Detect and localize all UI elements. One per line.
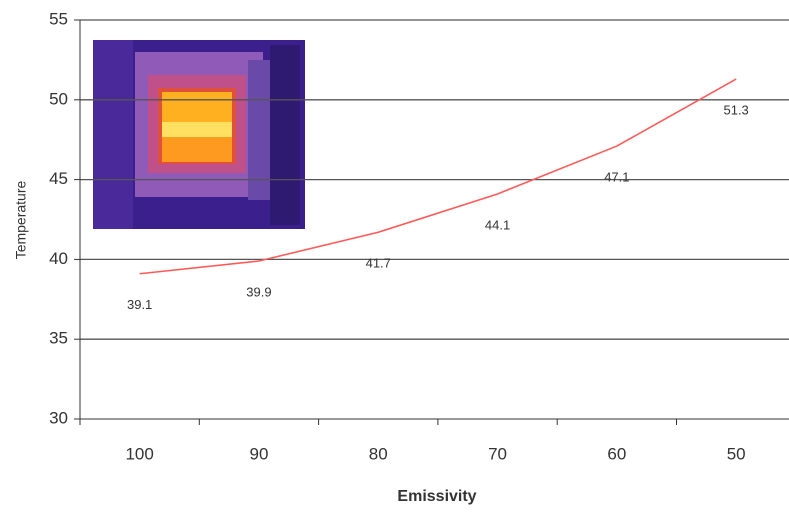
x-tick-label: 60 xyxy=(607,444,626,463)
data-label: 44.1 xyxy=(485,217,510,232)
data-label: 39.1 xyxy=(127,297,152,312)
data-label: 39.9 xyxy=(246,284,271,299)
data-label: 41.7 xyxy=(366,256,391,271)
x-axis-title: Emissivity xyxy=(397,488,476,505)
y-tick-label: 55 xyxy=(49,9,68,28)
thermal-image xyxy=(93,40,305,229)
x-tick-label: 80 xyxy=(369,444,388,463)
x-tick-label: 100 xyxy=(125,444,153,463)
y-tick-label: 30 xyxy=(49,408,68,427)
y-tick-label: 35 xyxy=(49,329,68,348)
x-tick-label: 70 xyxy=(488,444,507,463)
y-tick-label: 50 xyxy=(49,89,68,108)
x-tick-label: 90 xyxy=(249,444,268,463)
y-tick-label: 45 xyxy=(49,169,68,188)
y-axis-title: Temperature xyxy=(13,180,29,259)
chart: Temperature Emissivity 30 35 40 45 50 55 100 90… xyxy=(0,0,789,514)
data-label: 51.3 xyxy=(723,102,748,117)
x-tick-label: 50 xyxy=(727,444,746,463)
y-tick-label: 40 xyxy=(49,249,68,268)
data-label: 47.1 xyxy=(604,170,629,185)
